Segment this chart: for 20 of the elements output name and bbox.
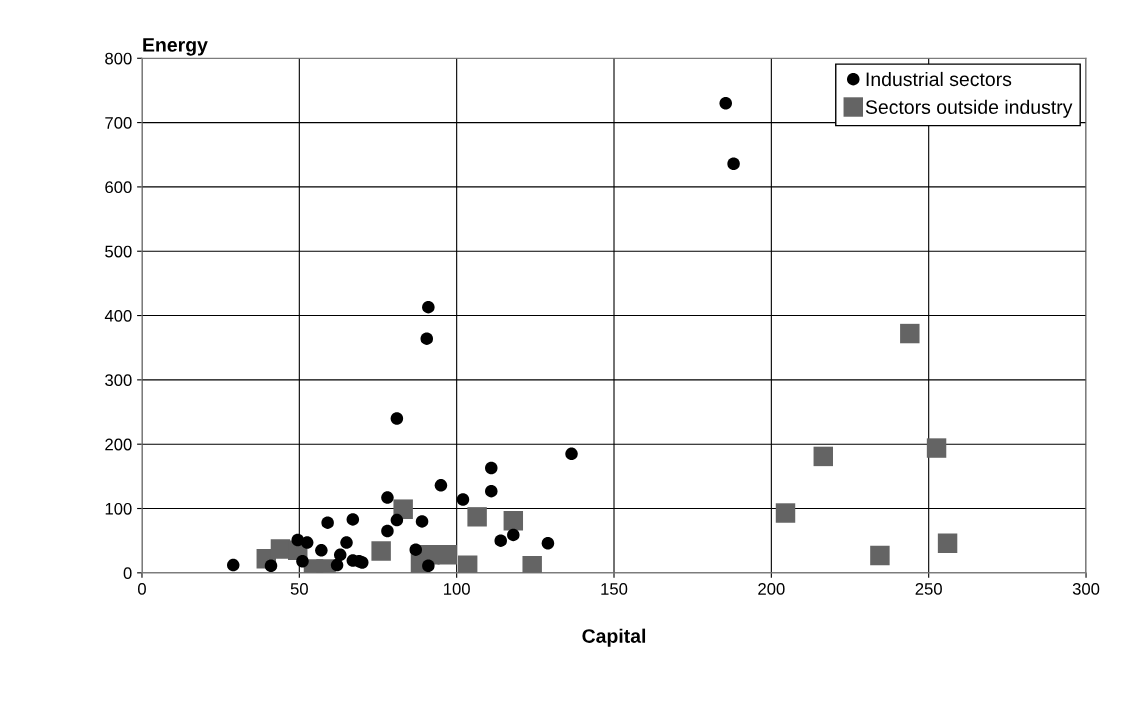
y-tick-label: 400 (104, 309, 132, 322)
y-axis-title: Energy (143, 38, 208, 56)
y-tick-label: 300 (105, 374, 132, 387)
y-tick-label: 800 (105, 52, 132, 65)
y-tick-label: 500 (105, 245, 132, 258)
x-axis-title: Capital (582, 628, 646, 647)
y-tick-label: 600 (105, 181, 132, 194)
x-tick-label: 50 (290, 582, 308, 595)
legend-label: Sectors outside industry (865, 99, 1073, 118)
x-tick-label: 250 (915, 582, 942, 595)
y-tick-label: 200 (105, 438, 132, 451)
x-tick-label: 300 (1072, 582, 1100, 595)
x-tick-label: 200 (758, 582, 785, 595)
x-tick-label: 100 (444, 582, 470, 595)
x-tick-label: 0 (138, 582, 146, 595)
x-tick-label: 150 (601, 582, 628, 595)
legend-label: Industrial sectors (866, 71, 1012, 87)
y-tick-label: 700 (105, 116, 132, 129)
y-tick-label: 0 (123, 567, 132, 580)
y-tick-label: 100 (105, 502, 132, 515)
